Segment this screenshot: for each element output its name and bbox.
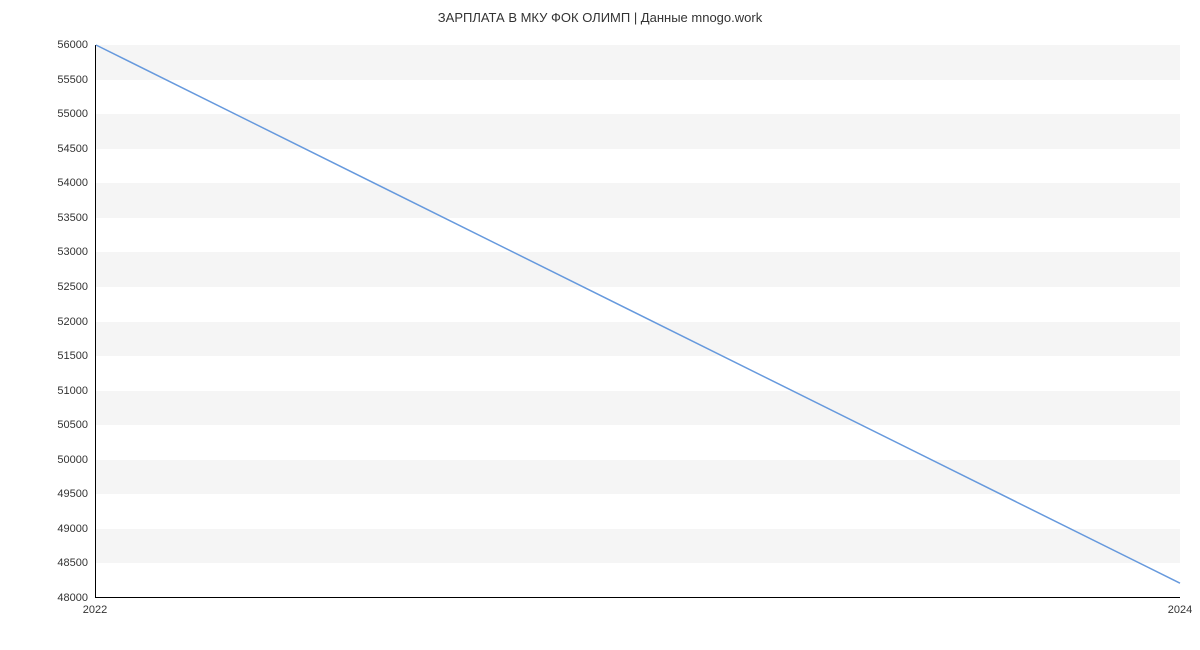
y-tick-label: 50000 bbox=[8, 454, 88, 466]
y-tick-label: 50500 bbox=[8, 419, 88, 431]
series-line bbox=[96, 45, 1180, 583]
x-tick-label: 2022 bbox=[83, 604, 107, 616]
y-tick-label: 55000 bbox=[8, 108, 88, 120]
y-tick-label: 48000 bbox=[8, 592, 88, 604]
y-tick-label: 56000 bbox=[8, 39, 88, 51]
y-tick-label: 52000 bbox=[8, 316, 88, 328]
y-tick-label: 49500 bbox=[8, 488, 88, 500]
y-tick-label: 52500 bbox=[8, 281, 88, 293]
y-tick-label: 51000 bbox=[8, 385, 88, 397]
line-series bbox=[96, 45, 1180, 597]
plot-area bbox=[95, 45, 1180, 598]
y-tick-label: 54500 bbox=[8, 143, 88, 155]
y-tick-label: 51500 bbox=[8, 350, 88, 362]
chart-title: ЗАРПЛАТА В МКУ ФОК ОЛИМП | Данные mnogo.… bbox=[0, 10, 1200, 25]
y-tick-label: 53500 bbox=[8, 212, 88, 224]
y-tick-label: 54000 bbox=[8, 177, 88, 189]
x-tick-label: 2024 bbox=[1168, 604, 1192, 616]
y-tick-label: 53000 bbox=[8, 246, 88, 258]
y-tick-label: 55500 bbox=[8, 74, 88, 86]
y-tick-label: 49000 bbox=[8, 523, 88, 535]
y-tick-label: 48500 bbox=[8, 557, 88, 569]
